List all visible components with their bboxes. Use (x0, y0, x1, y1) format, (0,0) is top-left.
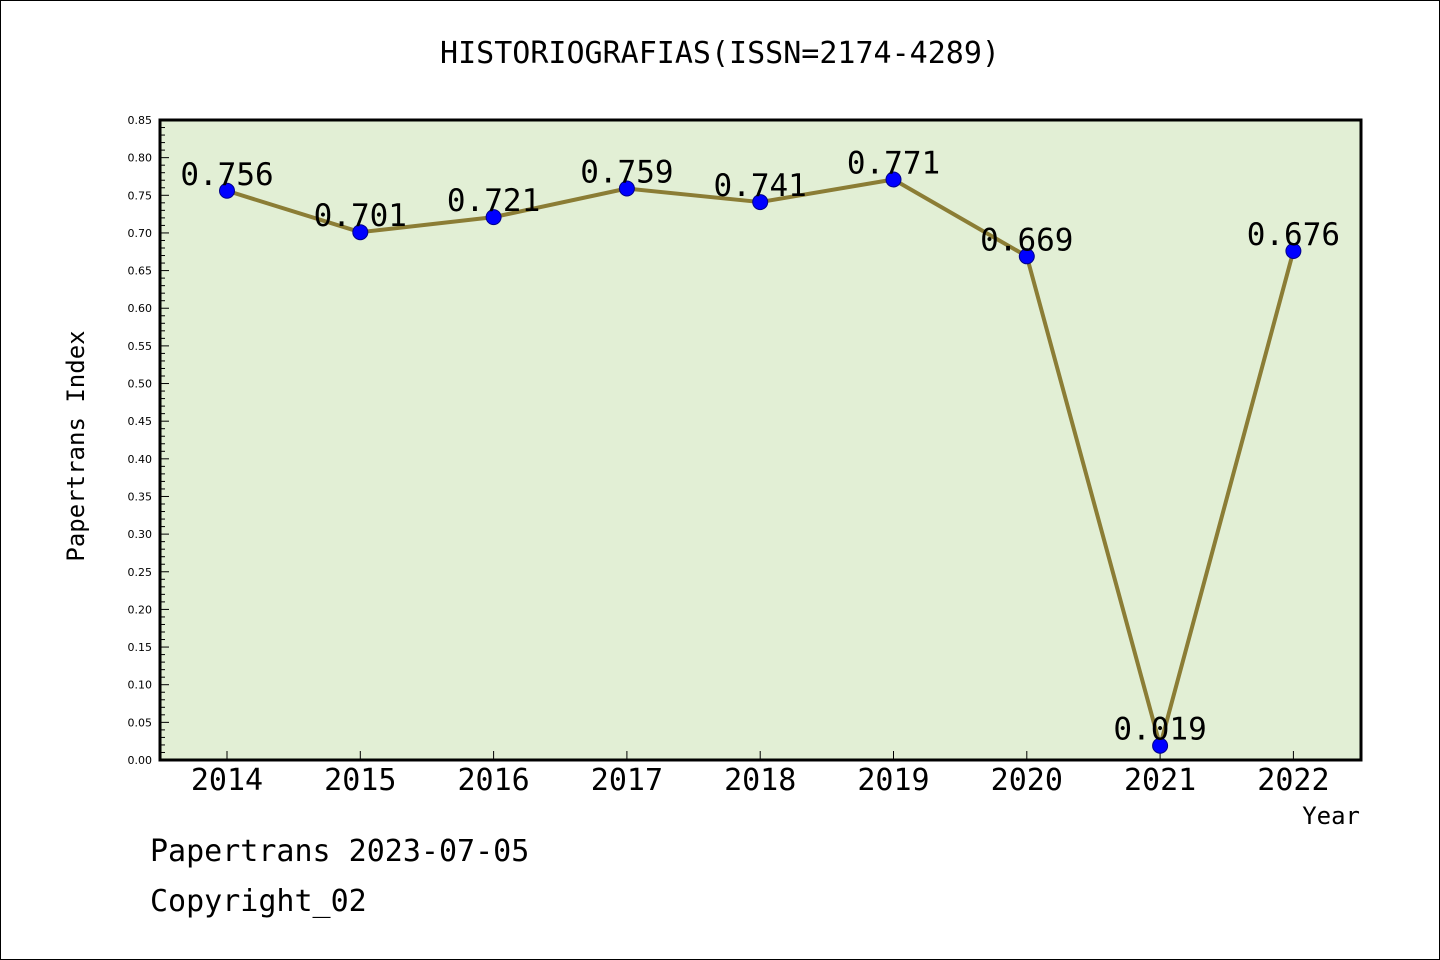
data-point (1285, 243, 1302, 260)
data-label: 0.701 (314, 198, 407, 234)
y-tick-label: 0.15 (128, 641, 153, 654)
y-tick-label: 0.10 (128, 679, 153, 692)
x-tick-label: 2018 (724, 763, 796, 798)
data-point (1018, 248, 1035, 265)
data-label: 0.759 (580, 155, 673, 191)
y-tick-label: 0.55 (128, 340, 153, 353)
y-tick-label: 0.70 (128, 227, 153, 240)
y-tick-label: 0.50 (128, 378, 153, 391)
data-label: 0.721 (447, 183, 540, 219)
data-point (485, 209, 502, 226)
x-tick-label: 2021 (1124, 763, 1196, 798)
footer-date: Papertrans 2023-07-05 (150, 834, 530, 869)
data-point (885, 171, 902, 188)
footer-copyright: Copyright_02 (150, 884, 367, 919)
y-tick-label: 0.05 (128, 716, 153, 729)
x-tick-label: 2017 (591, 763, 663, 798)
x-axis-label: Year (1302, 802, 1360, 830)
data-label: 0.019 (1113, 712, 1206, 748)
y-tick-label: 0.60 (128, 302, 153, 315)
y-axis-ticks: 0.00 0.05 0.10 0.15 0.20 0.25 0.30 0.35 0.40 0.45… (128, 114, 169, 767)
data-label: 0.676 (1247, 217, 1340, 253)
data-point (352, 224, 369, 241)
y-tick-label: 0.30 (128, 528, 153, 541)
x-axis-ticks: 2014 2015 2016 2017 2018 2019 2020 2021 2022 (191, 751, 1330, 798)
y-tick-label: 0.00 (128, 754, 153, 767)
data-label: 0.771 (847, 145, 940, 181)
x-tick-label: 2022 (1257, 763, 1329, 798)
y-tick-label: 0.45 (128, 415, 153, 428)
y-tick-label: 0.85 (128, 114, 153, 127)
y-tick-label: 0.80 (128, 152, 153, 165)
y-tick-label: 0.40 (128, 453, 153, 466)
plot-area (158, 118, 1363, 762)
y-tick-label: 0.35 (128, 490, 153, 503)
y-tick-label: 0.75 (128, 189, 153, 202)
x-tick-label: 2015 (324, 763, 396, 798)
data-point (618, 180, 635, 197)
y-tick-label: 0.20 (128, 603, 153, 616)
data-label: 0.756 (180, 157, 273, 193)
x-tick-label: 2016 (457, 763, 529, 798)
y-tick-label: 0.65 (128, 265, 153, 278)
x-tick-label: 2019 (857, 763, 929, 798)
chart-title: HISTORIOGRAFIAS(ISSN=2174-4289) (440, 36, 1000, 71)
x-tick-label: 2014 (191, 763, 263, 798)
x-tick-label: 2020 (991, 763, 1063, 798)
data-label: 0.741 (714, 168, 807, 204)
data-point (219, 182, 235, 199)
y-tick-label: 0.25 (128, 566, 153, 579)
series-markers (219, 171, 1302, 754)
data-point (1152, 737, 1169, 754)
data-labels: 0.756 0.701 0.721 0.759 0.741 0.771 0.669 0.019… (180, 145, 1340, 747)
data-point (752, 194, 769, 211)
data-label: 0.669 (980, 222, 1073, 258)
